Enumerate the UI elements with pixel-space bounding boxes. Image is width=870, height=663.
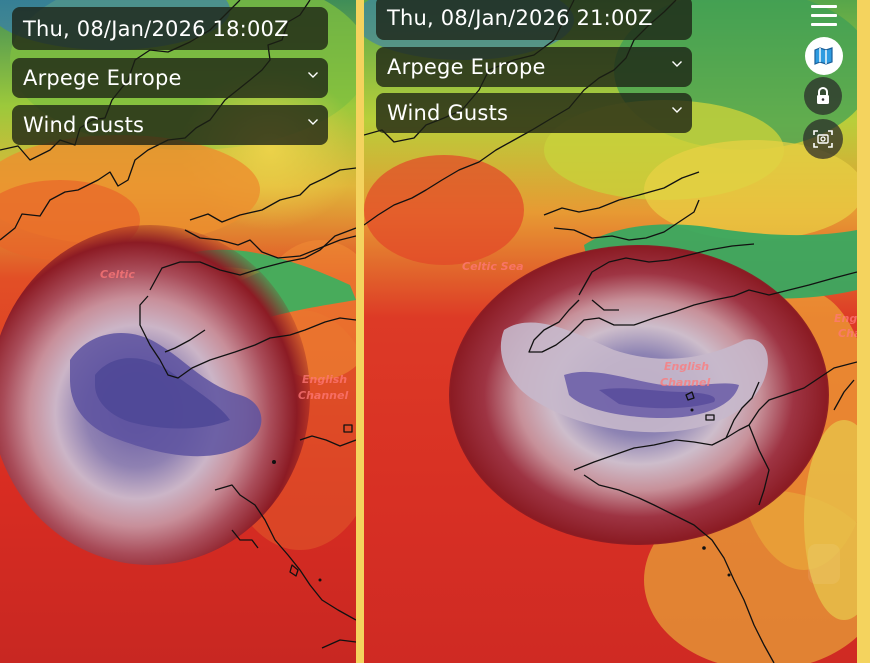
chevron-down-icon	[308, 119, 318, 125]
map-layers-icon	[814, 47, 833, 65]
right-label-english: English	[664, 360, 710, 373]
screenshot-icon	[813, 130, 833, 148]
left-label-english: English	[302, 373, 348, 386]
chevron-down-icon	[672, 61, 682, 67]
right-model-label: Arpege Europe	[387, 55, 546, 79]
right-parameter-label: Wind Gusts	[387, 101, 509, 125]
chevron-down-icon	[308, 72, 318, 78]
screenshot-button[interactable]	[803, 119, 843, 159]
lock-button[interactable]	[804, 77, 842, 115]
right-edge-strip	[857, 0, 870, 663]
left-datetime-button[interactable]: Thu, 08/Jan/2026 18:00Z	[12, 7, 328, 50]
chevron-down-icon	[672, 107, 682, 113]
lock-icon	[817, 86, 829, 104]
right-model-dropdown[interactable]: Arpege Europe	[376, 47, 692, 87]
right-map-panel[interactable]: Celtic Sea English Channel Engl Cha Thu,…	[364, 0, 857, 663]
right-parameter-dropdown[interactable]: Wind Gusts	[376, 93, 692, 133]
left-parameter-label: Wind Gusts	[23, 113, 145, 137]
panel-divider	[356, 0, 364, 663]
left-model-label: Arpege Europe	[23, 66, 182, 90]
left-map-panel[interactable]: Celtic English Channel Thu, 08/Jan/2026 …	[0, 0, 356, 663]
left-datetime-label: Thu, 08/Jan/2026 18:00Z	[23, 16, 289, 41]
right-datetime-label: Thu, 08/Jan/2026 21:00Z	[387, 6, 653, 30]
right-islands	[690, 408, 731, 577]
right-label-edge-channel: Cha	[838, 327, 857, 340]
left-islands	[272, 460, 322, 582]
right-datetime-button[interactable]: Thu, 08/Jan/2026 21:00Z	[376, 0, 692, 40]
left-label-channel: Channel	[298, 389, 349, 402]
right-label-channel: Channel	[660, 376, 711, 389]
left-wind-gusts-map[interactable]	[0, 0, 356, 663]
left-parameter-dropdown[interactable]: Wind Gusts	[12, 105, 328, 145]
menu-icon[interactable]	[809, 1, 839, 31]
left-model-dropdown[interactable]: Arpege Europe	[12, 58, 328, 98]
right-label-celtic-sea: Celtic Sea	[462, 260, 524, 273]
right-label-edge-english: Engl	[834, 312, 857, 325]
left-label-celtic-sea: Celtic	[100, 268, 135, 281]
map-layers-button[interactable]	[805, 37, 843, 75]
side-handle-icon[interactable]	[808, 544, 840, 584]
